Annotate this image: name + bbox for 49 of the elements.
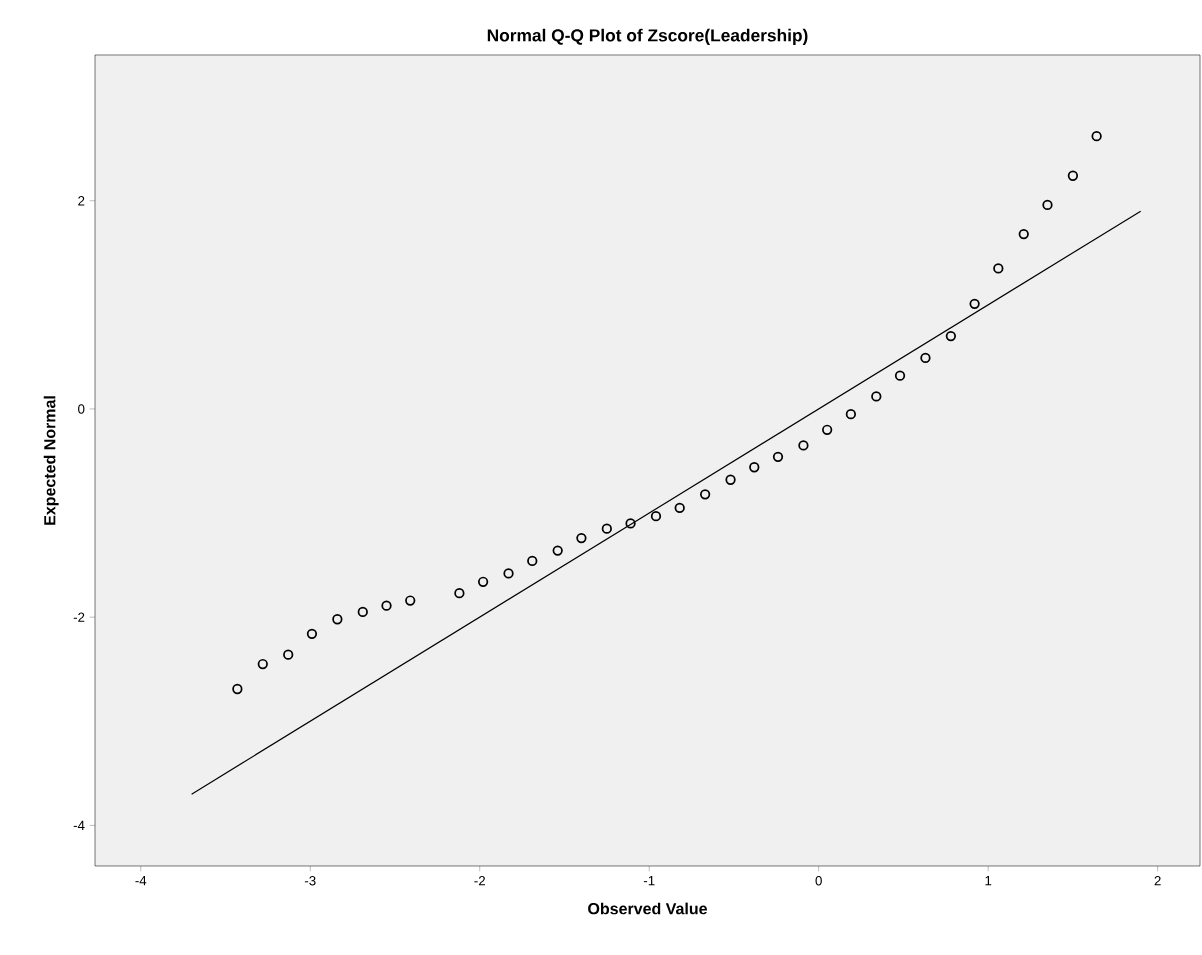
point <box>454 588 465 599</box>
point <box>1067 170 1079 181</box>
x-tick-label: 1 <box>985 876 992 886</box>
y-tick-label: -2 <box>73 612 85 622</box>
point <box>257 658 268 670</box>
x-tick-label: 2 <box>1154 876 1161 886</box>
point <box>650 511 662 522</box>
y-tick-label: 0 <box>78 404 85 414</box>
point <box>477 576 489 587</box>
x-tick-label: -4 <box>135 876 147 886</box>
point <box>871 391 882 402</box>
point <box>845 409 857 420</box>
point <box>405 595 416 606</box>
point <box>1091 131 1102 142</box>
point <box>1042 199 1053 211</box>
point <box>357 606 368 618</box>
point <box>699 489 711 500</box>
x-tick-label: -3 <box>304 876 316 886</box>
x-tick-label: -2 <box>474 876 485 886</box>
point <box>306 628 318 639</box>
point <box>674 502 685 513</box>
point <box>945 330 957 342</box>
point <box>332 614 343 625</box>
point <box>503 568 514 579</box>
point <box>920 352 931 364</box>
point <box>894 370 906 381</box>
y-tick-label: -4 <box>73 820 85 830</box>
point <box>552 545 563 556</box>
point <box>1018 228 1029 240</box>
point <box>601 523 612 534</box>
y-tick-label: 2 <box>78 196 85 206</box>
point <box>772 451 784 462</box>
x-axis-title: Observed Value <box>588 902 707 915</box>
point <box>969 298 980 309</box>
point <box>381 600 392 611</box>
point <box>798 440 809 451</box>
point <box>527 555 538 567</box>
point <box>283 649 294 660</box>
point <box>993 263 1004 274</box>
point <box>232 683 243 695</box>
chart-title: Normal Q-Q Plot of Zscore(Leadership) <box>487 28 808 45</box>
point <box>725 474 736 485</box>
point <box>625 518 636 529</box>
point <box>749 462 760 473</box>
x-tick-label: -1 <box>643 876 655 886</box>
y-axis-title: Expected Normal <box>43 396 59 525</box>
point <box>576 532 587 544</box>
point <box>822 424 833 435</box>
x-tick-label: 0 <box>815 876 822 886</box>
